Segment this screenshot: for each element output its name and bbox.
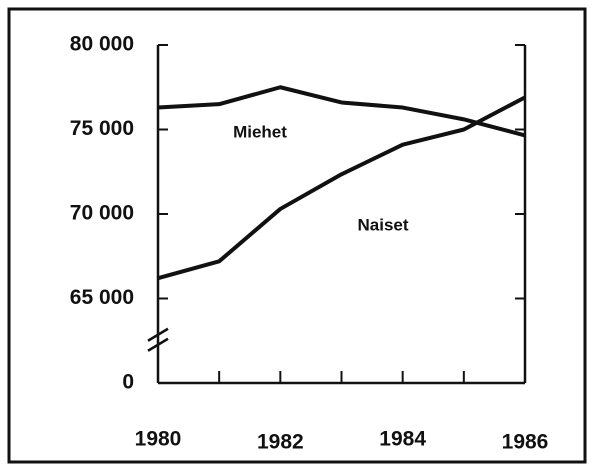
y-tick-label: 70 000 xyxy=(70,202,134,225)
series-label: Naiset xyxy=(357,215,408,234)
axis-break xyxy=(147,327,169,342)
series-label: Miehet xyxy=(233,122,287,141)
y-tick-label: 80 000 xyxy=(70,33,134,56)
y-tick-label: 0 xyxy=(122,371,134,394)
y-tick-label: 65 000 xyxy=(70,286,134,309)
y-tick-label: 75 000 xyxy=(70,117,134,140)
x-tick-label: 1984 xyxy=(379,428,426,451)
axis-break xyxy=(147,337,169,352)
line xyxy=(157,95,526,281)
x-tick-label: 1980 xyxy=(135,428,182,451)
frame xyxy=(7,7,587,464)
x-tick-label: 1986 xyxy=(502,431,549,454)
line xyxy=(157,85,526,138)
x-tick-label: 1982 xyxy=(257,431,304,454)
